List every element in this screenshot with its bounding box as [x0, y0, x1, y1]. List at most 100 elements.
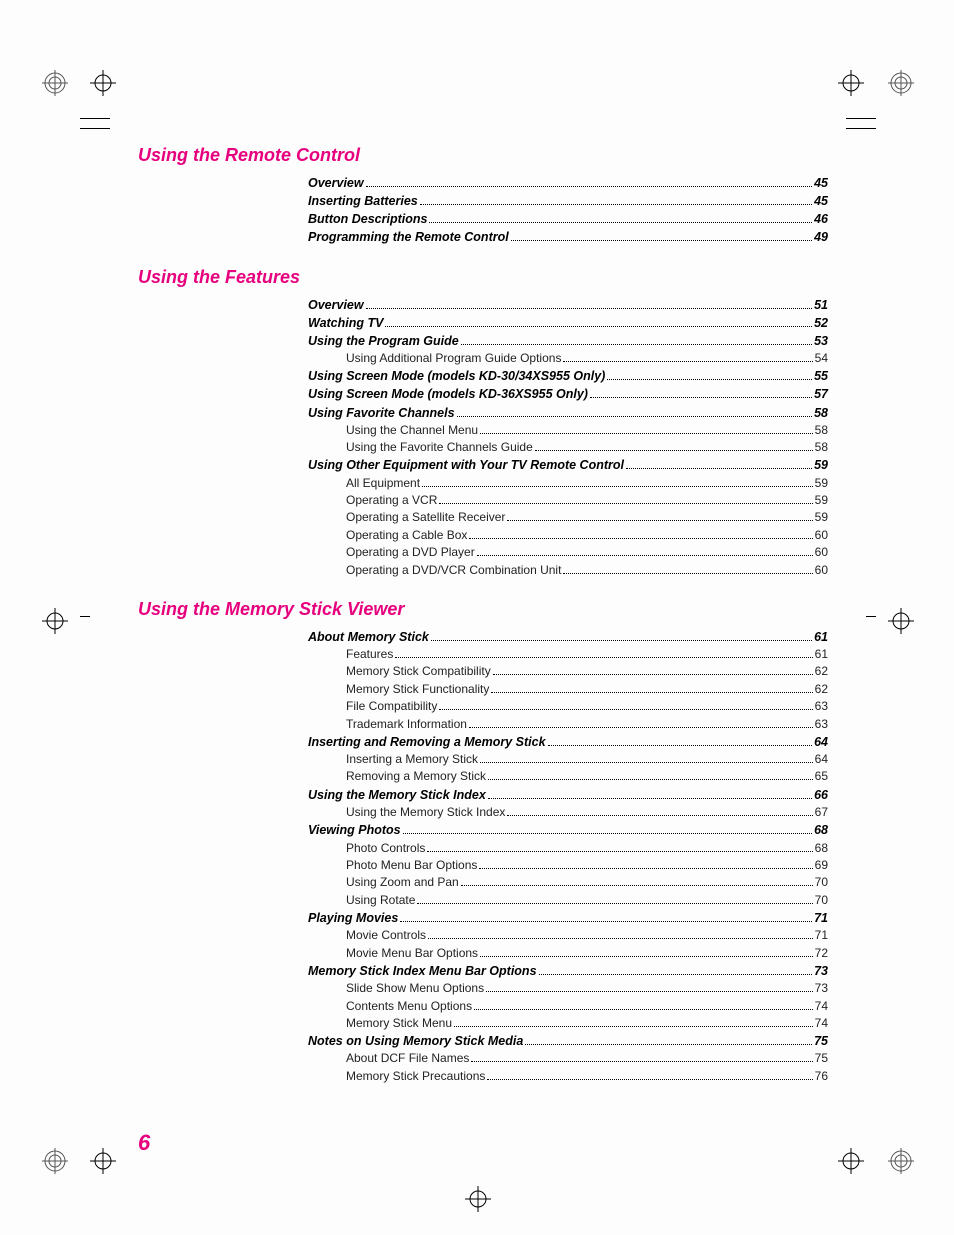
toc-page: 59 [815, 475, 828, 492]
toc-leader-dots [607, 379, 812, 380]
toc-page: 58 [814, 404, 828, 422]
toc-leader-dots [431, 640, 812, 641]
toc-row: Inserting and Removing a Memory Stick64 [308, 733, 828, 751]
page-content: Using the Remote ControlOverview45Insert… [138, 145, 838, 1085]
toc-row: All Equipment59 [308, 475, 828, 492]
toc-label: Movie Menu Bar Options [346, 945, 478, 962]
toc-label: Using the Channel Menu [346, 422, 478, 439]
toc-row: Contents Menu Options74 [308, 998, 828, 1015]
toc-row: Using the Memory Stick Index 67 [308, 804, 828, 821]
toc-page: 72 [815, 945, 828, 962]
toc-leader-dots [477, 555, 813, 556]
toc-row: Photo Menu Bar Options69 [308, 857, 828, 874]
toc-row: About DCF File Names75 [308, 1050, 828, 1067]
toc-row: Using Screen Mode (models KD-30/34XS955 … [308, 367, 828, 385]
toc-leader-dots [493, 674, 813, 675]
toc-page: 73 [815, 980, 828, 997]
toc-list: Overview51Watching TV52Using the Program… [308, 296, 828, 579]
page-number: 6 [138, 1130, 150, 1156]
toc-page: 67 [815, 804, 828, 821]
toc-page: 60 [815, 544, 828, 561]
toc-row: Operating a Satellite Receiver59 [308, 509, 828, 526]
toc-label: Operating a DVD Player [346, 544, 475, 561]
toc-page: 58 [815, 422, 828, 439]
toc-row: Memory Stick Compatibility62 [308, 663, 828, 680]
toc-page: 74 [815, 998, 828, 1015]
toc-page: 68 [814, 821, 828, 839]
toc-row: Overview 45 [308, 174, 828, 192]
toc-leader-dots [439, 709, 812, 710]
crop-target-tr [838, 70, 864, 96]
toc-label: Viewing Photos [308, 821, 401, 839]
toc-row: Operating a DVD/VCR Combination Unit60 [308, 562, 828, 579]
toc-label: Movie Controls [346, 927, 426, 944]
toc-label: About DCF File Names [346, 1050, 469, 1067]
toc-leader-dots [535, 450, 813, 451]
toc-row: Using the Program Guide53 [308, 332, 828, 350]
toc-row: Operating a VCR 59 [308, 492, 828, 509]
toc-row: Trademark Information 63 [308, 716, 828, 733]
toc-leader-dots [486, 991, 813, 992]
crop-line [80, 118, 110, 119]
toc-leader-dots [461, 885, 813, 886]
toc-leader-dots [487, 1079, 812, 1080]
toc-label: Removing a Memory Stick [346, 768, 486, 785]
toc-label: Overview [308, 174, 364, 192]
toc-label: Using the Memory Stick Index [346, 804, 505, 821]
toc-leader-dots [471, 1061, 812, 1062]
toc-leader-dots [507, 520, 812, 521]
toc-row: Inserting a Memory Stick64 [308, 751, 828, 768]
toc-leader-dots [548, 745, 813, 746]
toc-label: About Memory Stick [308, 628, 429, 646]
toc-page: 60 [815, 527, 828, 544]
crop-target-br [838, 1148, 864, 1174]
toc-label: Watching TV [308, 314, 383, 332]
toc-row: Using Other Equipment with Your TV Remot… [308, 456, 828, 474]
toc-page: 66 [814, 786, 828, 804]
toc-page: 71 [814, 909, 828, 927]
toc-row: Slide Show Menu Options73 [308, 980, 828, 997]
toc-page: 63 [815, 716, 828, 733]
toc-page: 59 [815, 492, 828, 509]
toc-row: Using Screen Mode (models KD-36XS955 Onl… [308, 385, 828, 403]
toc-row: Using the Memory Stick Index66 [308, 786, 828, 804]
toc-leader-dots [480, 956, 813, 957]
toc-label: Using Additional Program Guide Options [346, 350, 561, 367]
toc-row: Notes on Using Memory Stick Media75 [308, 1032, 828, 1050]
reg-mark-top-left [42, 70, 68, 96]
toc-row: Overview51 [308, 296, 828, 314]
toc-page: 61 [814, 628, 828, 646]
toc-label: Using Rotate [346, 892, 415, 909]
toc-page: 64 [815, 751, 828, 768]
toc-leader-dots [507, 815, 812, 816]
toc-label: Programming the Remote Control [308, 228, 509, 246]
toc-leader-dots [488, 779, 813, 780]
toc-leader-dots [366, 308, 813, 309]
toc-label: Using the Program Guide [308, 332, 459, 350]
toc-page: 45 [814, 174, 828, 192]
toc-row: Photo Controls68 [308, 840, 828, 857]
toc-row: Using the Favorite Channels Guide58 [308, 439, 828, 456]
crop-line [866, 616, 876, 617]
toc-label: Trademark Information [346, 716, 467, 733]
toc-label: Operating a VCR [346, 492, 437, 509]
toc-label: Features [346, 646, 393, 663]
toc-page: 59 [814, 456, 828, 474]
toc-leader-dots [511, 240, 812, 241]
toc-leader-dots [395, 657, 812, 658]
toc-page: 63 [815, 698, 828, 715]
toc-row: Programming the Remote Control49 [308, 228, 828, 246]
toc-label: Operating a Cable Box [346, 527, 467, 544]
toc-leader-dots [428, 938, 813, 939]
toc-row: Using Additional Program Guide Options54 [308, 350, 828, 367]
toc-label: Using Screen Mode (models KD-30/34XS955 … [308, 367, 605, 385]
toc-label: Using Screen Mode (models KD-36XS955 Onl… [308, 385, 588, 403]
toc-row: Movie Controls71 [308, 927, 828, 944]
toc-page: 73 [814, 962, 828, 980]
toc-leader-dots [469, 727, 813, 728]
toc-label: Memory Stick Functionality [346, 681, 489, 698]
toc-row: File Compatibility63 [308, 698, 828, 715]
toc-label: Using Zoom and Pan [346, 874, 459, 891]
toc-row: Memory Stick Functionality62 [308, 681, 828, 698]
toc-row: Button Descriptions46 [308, 210, 828, 228]
